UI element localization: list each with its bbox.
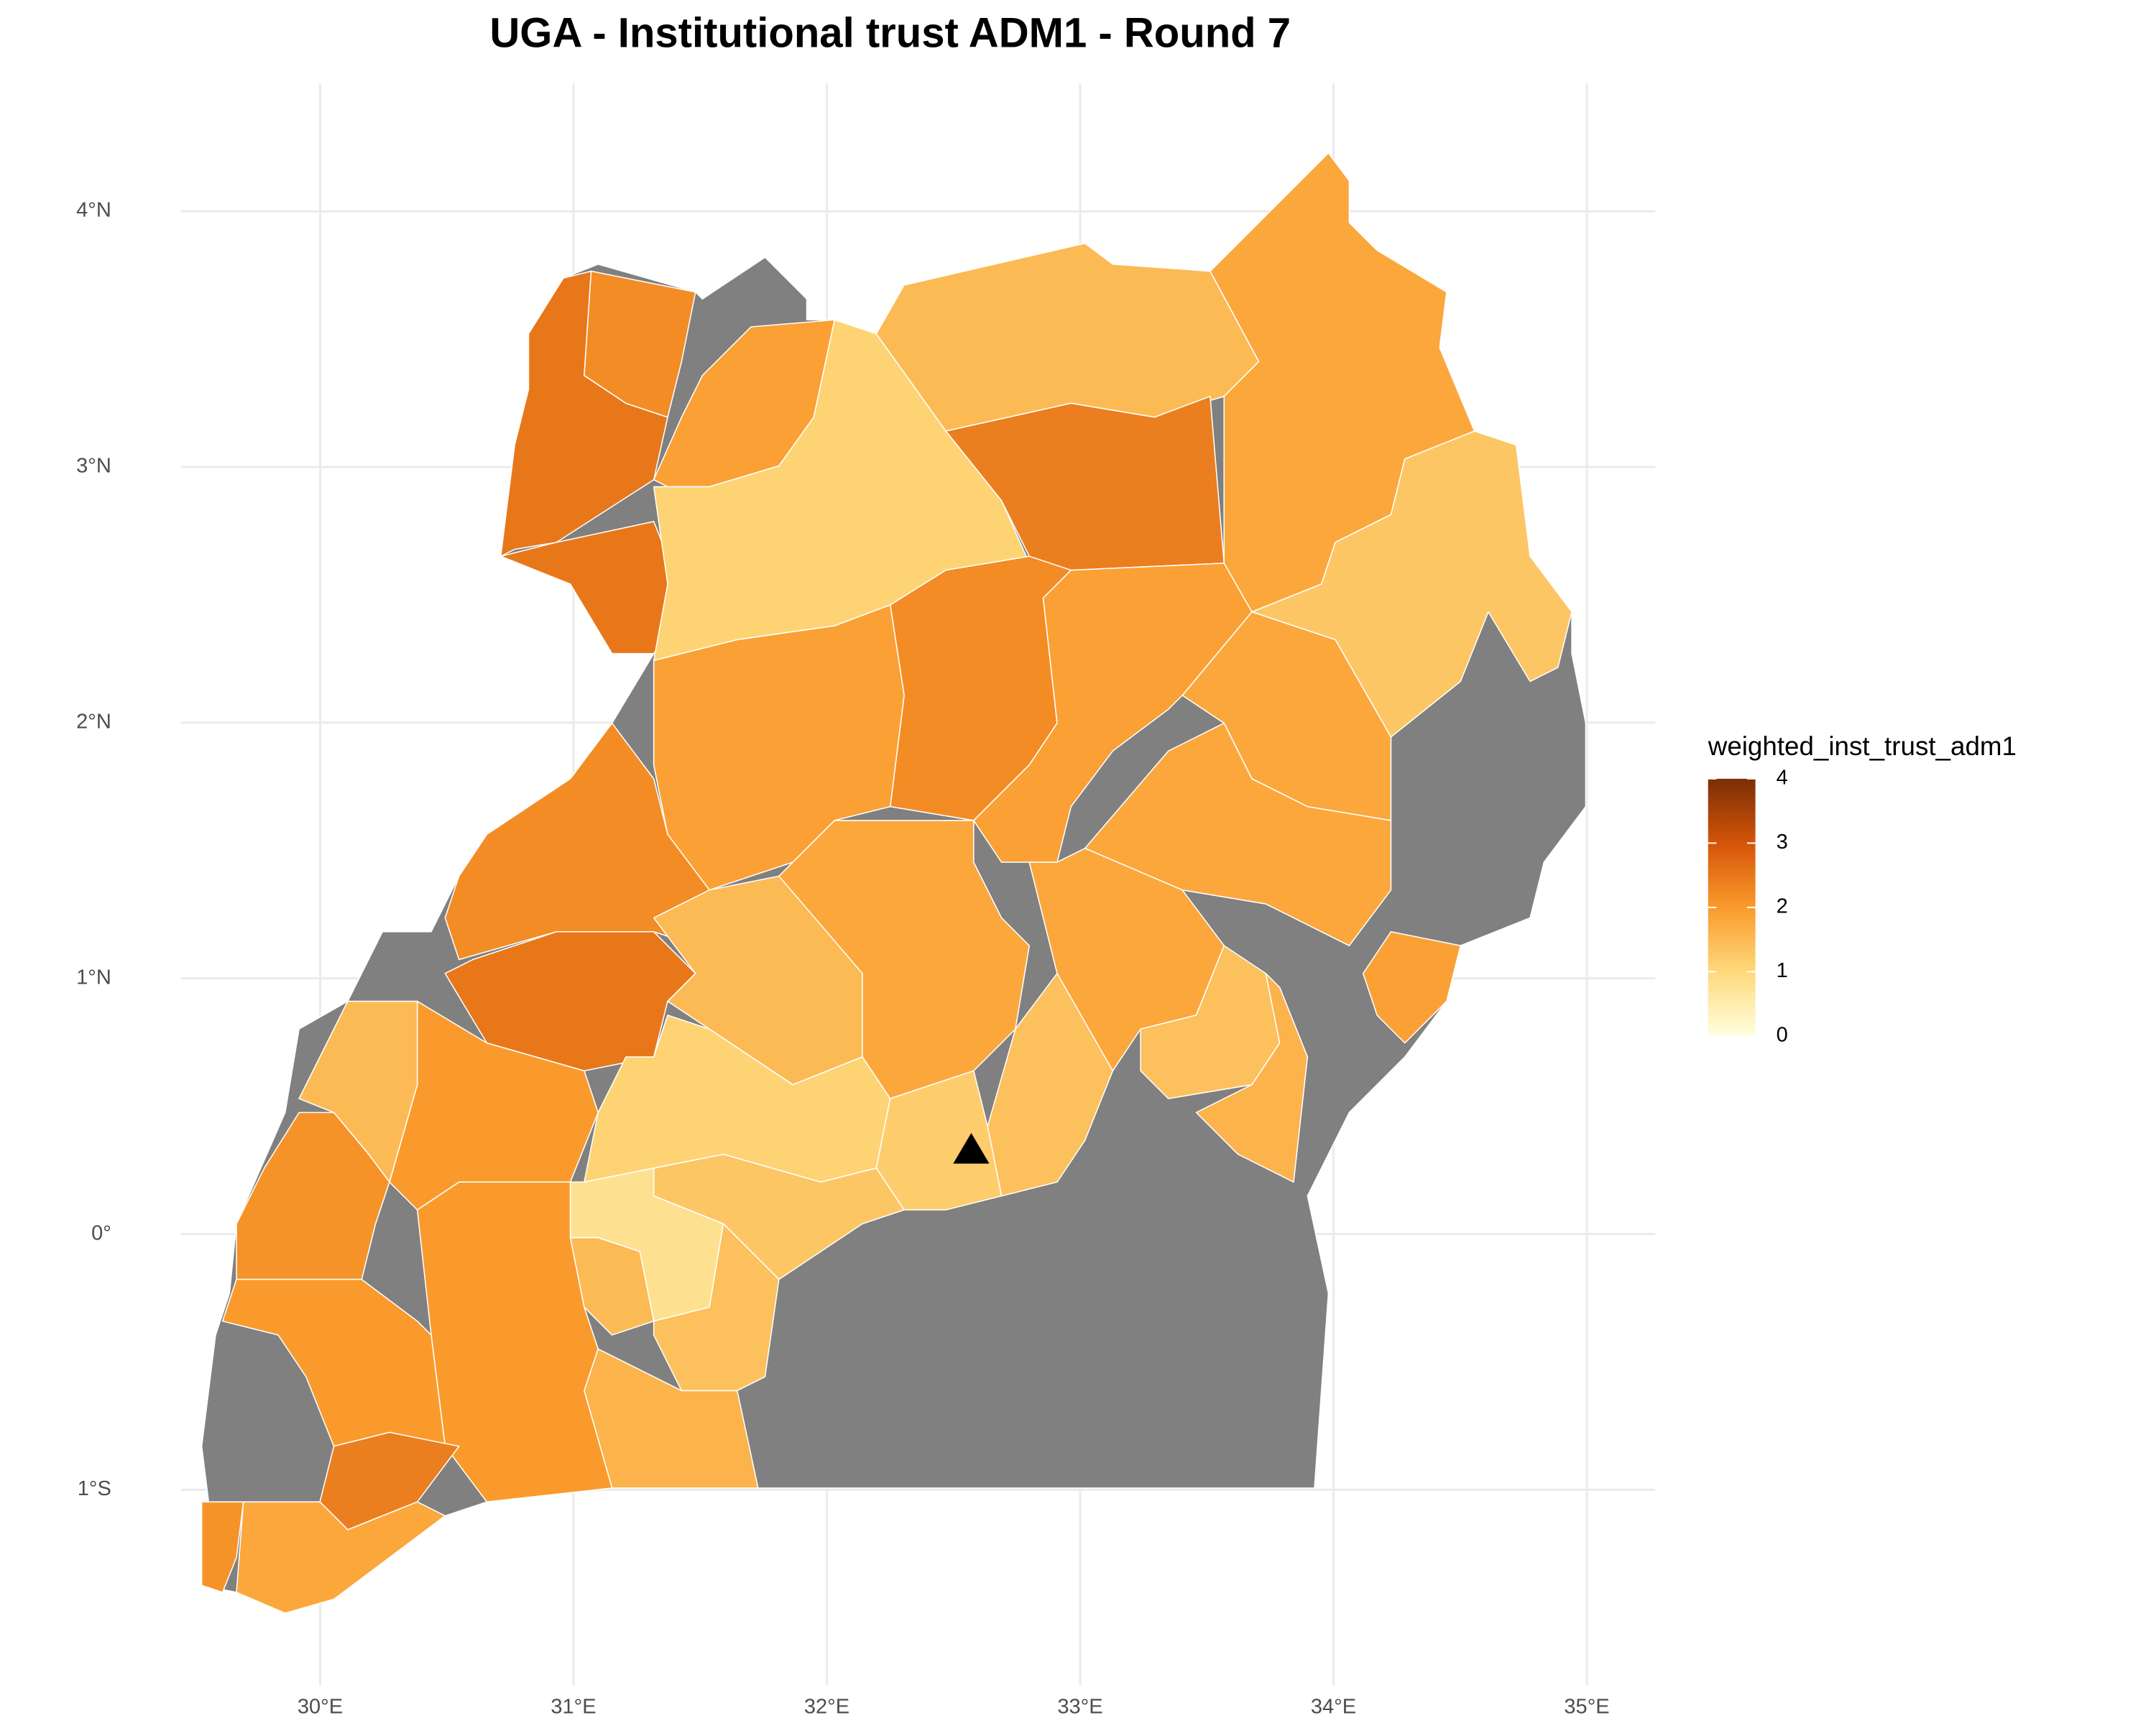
region	[1251, 430, 1572, 738]
x-tick-label: 31°E	[550, 1695, 596, 1718]
region	[201, 1501, 244, 1593]
legend-title: weighted_inst_trust_adm1	[1708, 731, 2017, 761]
region	[778, 820, 1031, 1099]
region	[236, 1501, 446, 1614]
x-tick-label: 30°E	[298, 1695, 343, 1718]
y-tick-label: 1°N	[76, 966, 111, 989]
legend-tick-label: 2	[1777, 895, 1788, 918]
region	[973, 563, 1253, 863]
legend-tick-label: 0	[1777, 1024, 1788, 1047]
chart-title: UGA - Institutional trust ADM1 - Round 7	[489, 10, 1291, 57]
region	[1195, 973, 1309, 1183]
x-tick-label: 32°E	[804, 1695, 849, 1718]
region	[653, 604, 905, 891]
y-tick-label: 0°	[91, 1221, 111, 1244]
y-tick-label: 2°N	[76, 710, 111, 733]
legend-tick-label: 4	[1777, 767, 1788, 790]
region	[584, 270, 696, 418]
capital-marker	[953, 1132, 990, 1164]
region	[1363, 931, 1462, 1044]
y-tick-label: 3°N	[76, 455, 111, 478]
region	[1084, 722, 1392, 946]
legend-tick-label: 3	[1777, 831, 1788, 854]
x-tick-label: 35°E	[1564, 1695, 1609, 1718]
region	[236, 1112, 390, 1280]
x-tick-label: 34°E	[1311, 1695, 1356, 1718]
legend-tick-label: 1	[1777, 959, 1788, 982]
y-tick-label: 1°S	[78, 1477, 111, 1500]
x-tick-label: 33°E	[1057, 1695, 1102, 1718]
y-tick-label: 4°N	[76, 199, 111, 222]
regions	[201, 152, 1572, 1614]
